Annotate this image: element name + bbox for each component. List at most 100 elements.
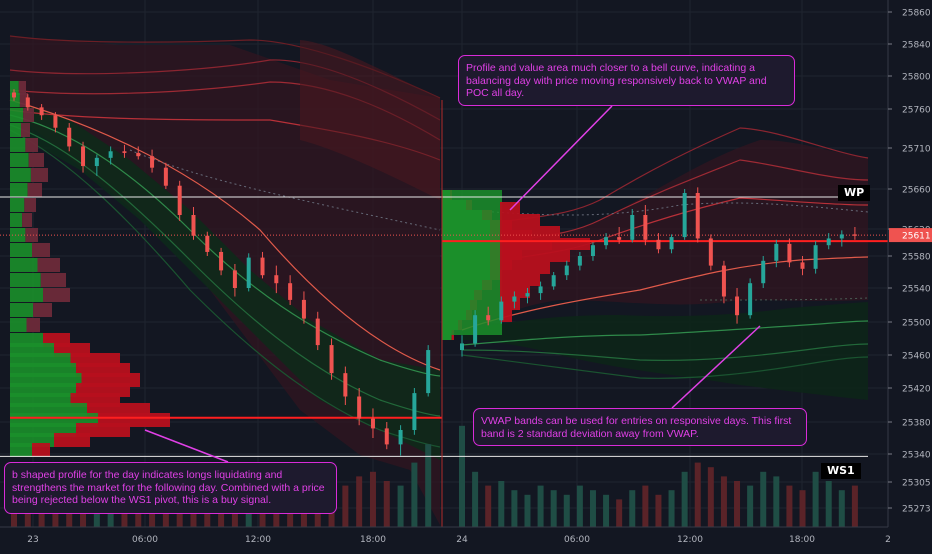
candle-body (551, 275, 556, 287)
profile1-bar-green (10, 288, 43, 302)
profile1-bar-red (21, 123, 30, 137)
candle-body (53, 115, 58, 128)
profile1-bar-red (32, 243, 50, 257)
profile1-bar-green (10, 213, 23, 227)
profile1-bar-green (10, 81, 19, 95)
candle-body (94, 157, 99, 167)
band-line-lower-s1 (9, 114, 441, 377)
vwap-dotted-lower-s2 (699, 297, 869, 301)
candle-body (460, 343, 464, 351)
profile1-bar-red (22, 213, 32, 227)
candle-body (205, 235, 210, 252)
profile2-bar-red-tail (500, 262, 550, 274)
profile1-bar-green (10, 183, 28, 197)
candle-body (735, 296, 740, 316)
candle-body (590, 245, 595, 256)
time-axis-bg (0, 527, 932, 550)
profile1-bar-green (10, 273, 41, 287)
candle-body (839, 234, 844, 239)
profile2-bar-red-tail (500, 250, 570, 262)
price-tick-label: 25840 (902, 41, 931, 51)
profile1-bar-green (10, 303, 34, 317)
volume-bar (342, 485, 349, 527)
volume-bar (734, 481, 741, 527)
price-tick-label: 25380 (902, 419, 931, 429)
volume-bar (485, 485, 492, 527)
volume-bar (589, 490, 596, 527)
profile1-bar-red (24, 198, 36, 212)
candle-body (721, 265, 726, 297)
profile2-bar-red-tail (500, 238, 590, 250)
candle-body (630, 215, 635, 240)
time-tick-label: 18:00 (789, 535, 815, 545)
volume-bar (642, 485, 649, 527)
profile1-bar-green (10, 123, 21, 137)
profile1-bar-red (33, 303, 52, 317)
time-tick-label: 12:00 (245, 535, 271, 545)
candle-body (315, 318, 320, 346)
candle-body (538, 286, 543, 294)
arrow-b-profile (144, 429, 229, 463)
band-line-lower-s1 (9, 129, 441, 448)
candle-body (25, 97, 30, 108)
last-price-label: 25611 (902, 232, 931, 242)
volume-bar (52, 513, 59, 527)
volume-bar (707, 467, 714, 527)
candle-body (370, 418, 375, 429)
volume-bar (603, 494, 610, 527)
candle-body (761, 260, 766, 284)
volume-bar (511, 490, 518, 527)
profile1-bar-red (37, 258, 60, 272)
candle-body (260, 257, 265, 276)
band-line-lower-s2 (461, 320, 869, 346)
volume-bar (694, 462, 701, 527)
candle-body (357, 396, 362, 419)
volume-bar (550, 490, 557, 527)
volume-bar (812, 471, 819, 527)
profile1-bar-red (26, 318, 40, 332)
profile1-bar-green (10, 243, 32, 257)
candle-body (774, 243, 779, 261)
price-tick-label: 25760 (902, 106, 931, 116)
price-tick-label: 25273 (902, 505, 931, 515)
candle-body (384, 428, 389, 445)
price-tick-label: 25420 (902, 385, 931, 395)
candle-body (512, 296, 517, 302)
volume-bar (629, 490, 636, 527)
volume-bar (411, 462, 418, 527)
profile2-bar-red-tail (500, 226, 560, 238)
profile1-bar-red (54, 433, 90, 447)
candle-body (787, 243, 792, 263)
pivot-label-ws1: WS1 (821, 463, 861, 479)
profile1-bar-green (10, 318, 27, 332)
candle-body (499, 301, 504, 321)
candle-body (219, 251, 224, 271)
candle-body (669, 237, 674, 250)
profile1-bar-red (23, 108, 34, 122)
volume-bar (93, 513, 100, 527)
volume-bar (576, 485, 583, 527)
time-tick-label: 06:00 (564, 535, 590, 545)
volume-bar (838, 490, 845, 527)
profile1-bar-red (18, 81, 26, 95)
time-tick-label: 18:00 (360, 535, 386, 545)
candles (12, 89, 857, 456)
volume-bar (747, 485, 754, 527)
volume-bar (356, 476, 363, 527)
volume-bar (616, 499, 623, 527)
annotation-balance-day: Profile and value area much closer to a … (458, 55, 795, 106)
volume-bar (681, 471, 688, 527)
volume-bar (397, 485, 404, 527)
candle-body (426, 350, 431, 394)
pivot-label-wp: WP (838, 185, 871, 201)
volume-bar (472, 471, 479, 527)
profile1-bar-red (40, 273, 66, 287)
volume-bar (425, 444, 432, 527)
volume-bar (851, 485, 858, 527)
annotation-arrows (144, 105, 761, 463)
candle-body (708, 238, 713, 266)
price-tick-label: 25305 (902, 479, 931, 489)
volume-profiles (10, 81, 590, 457)
